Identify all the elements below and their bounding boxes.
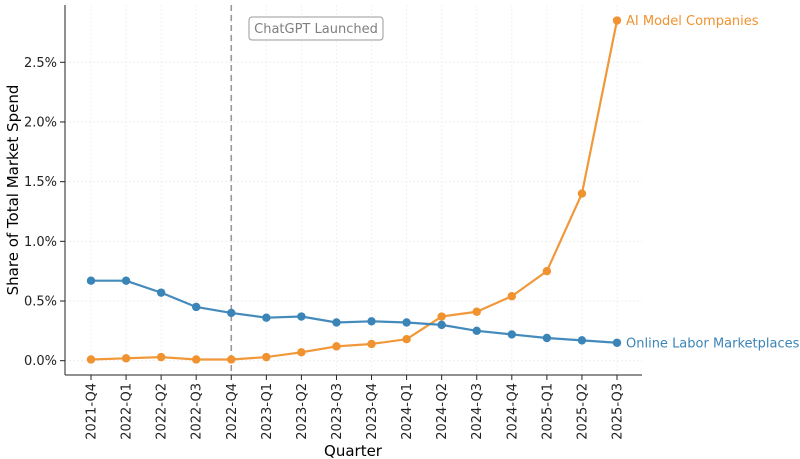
data-point (367, 339, 376, 349)
data-point (472, 326, 481, 336)
annotation-box: ChatGPT Launched (248, 16, 384, 41)
data-point (86, 276, 96, 285)
annotation-label: ChatGPT Launched (254, 22, 378, 37)
x-tick-label: 2023-Q4 (365, 383, 380, 440)
data-point (297, 348, 306, 357)
series-ai-model-companies: AI Model Companies (86, 14, 759, 364)
data-point (297, 312, 306, 321)
series-online-labor-marketplaces: Online Labor Marketplaces (86, 276, 800, 351)
x-tick-label: 2024-Q2 (435, 383, 450, 440)
x-tick-label: 2022-Q4 (225, 383, 240, 440)
data-point (156, 288, 166, 297)
x-tick-label: 2025-Q3 (611, 383, 626, 440)
x-tick-label: 2022-Q2 (155, 383, 170, 440)
data-point (612, 16, 622, 25)
y-tick-label: 1.0% (24, 235, 57, 250)
data-point (507, 292, 516, 301)
data-point (227, 308, 236, 318)
data-point (542, 266, 552, 276)
y-tick-label: 1.5% (24, 175, 57, 190)
data-point (577, 189, 587, 198)
series-end-label: AI Model Companies (626, 14, 759, 29)
x-tick-label: 2024-Q3 (470, 383, 485, 440)
x-tick-label: 2024-Q4 (505, 383, 520, 440)
data-point (121, 276, 131, 285)
data-point (437, 320, 446, 330)
data-point (507, 330, 516, 339)
data-point (367, 317, 376, 326)
series-line (90, 20, 619, 361)
y-axis-title: Share of Total Market Spend (4, 85, 22, 296)
series-layer: AI Model Companies Online Labor Marketpla… (86, 14, 800, 364)
data-point (402, 334, 411, 344)
y-tick-label: 0.0% (24, 354, 57, 369)
data-point (121, 354, 131, 363)
x-tick-label: 2025-Q2 (575, 383, 590, 440)
data-point (332, 342, 341, 351)
y-tick-label: 0.5% (24, 295, 57, 310)
data-point (86, 355, 96, 364)
axes (64, 5, 642, 376)
data-point (332, 318, 341, 327)
grid-lines (65, 5, 642, 375)
data-point (542, 333, 552, 343)
data-point (262, 352, 271, 362)
x-tick-label: 2024-Q1 (400, 383, 415, 440)
data-point (262, 313, 271, 322)
data-point (612, 338, 622, 347)
x-axis-title: Quarter (324, 442, 383, 459)
series-end-label: Online Labor Marketplaces (626, 336, 800, 351)
x-tick-label: 2023-Q3 (330, 383, 345, 440)
x-tick-label: 2023-Q1 (260, 383, 275, 440)
data-point (227, 355, 236, 364)
data-point (437, 312, 446, 321)
data-point (156, 352, 166, 362)
series-line (91, 279, 618, 344)
tick-labels: 0.0% 0.5% 1.0% 1.5% 2.0% 2.5% 2021-Q4 2022-Q1 20… (24, 56, 626, 440)
y-tick-label: 2.0% (24, 115, 57, 130)
x-tick-label: 2025-Q1 (540, 383, 555, 440)
x-tick-label: 2022-Q3 (190, 383, 205, 440)
data-point (577, 336, 587, 345)
x-tick-label: 2023-Q2 (295, 383, 310, 440)
x-tick-label: 2022-Q1 (120, 383, 135, 440)
data-point (192, 302, 201, 312)
data-point (402, 318, 411, 327)
annotation-frame (248, 16, 384, 41)
y-tick-label: 2.5% (24, 56, 57, 71)
x-tick-label: 2021-Q4 (85, 383, 100, 440)
data-point (192, 355, 201, 364)
data-point (472, 307, 481, 316)
